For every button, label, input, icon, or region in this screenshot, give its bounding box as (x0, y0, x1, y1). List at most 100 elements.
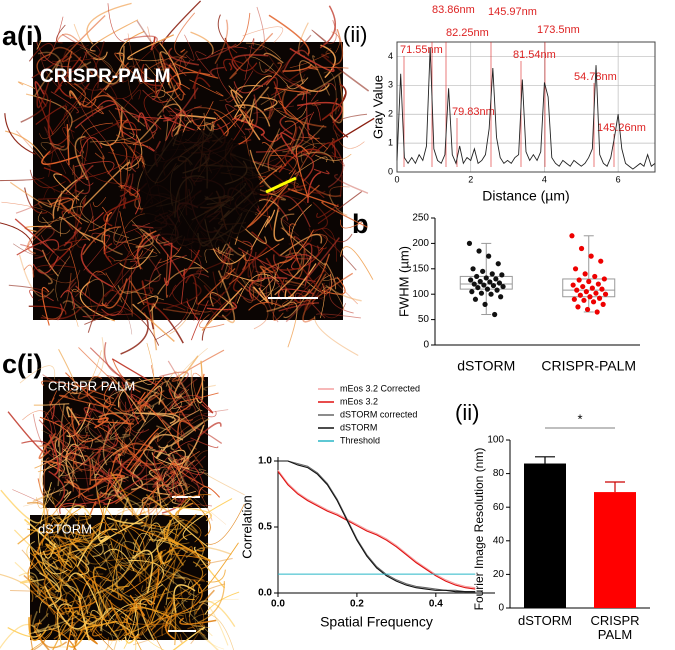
filament (117, 273, 162, 294)
filament (80, 468, 123, 501)
filament (264, 68, 312, 96)
filament (53, 594, 92, 640)
filament (69, 90, 97, 108)
filament (105, 260, 138, 307)
filament (219, 86, 235, 101)
data-point (574, 287, 580, 293)
filament (80, 79, 125, 91)
filament (104, 342, 124, 378)
filament (55, 546, 66, 566)
filament (116, 571, 146, 600)
filament (286, 77, 309, 90)
filament (187, 624, 205, 630)
filament (37, 232, 79, 276)
filament (143, 449, 171, 466)
filament (157, 267, 203, 295)
filament (225, 104, 246, 136)
filament (130, 155, 141, 173)
filament (99, 106, 123, 146)
filament (165, 618, 175, 640)
filament (79, 137, 103, 155)
filament (282, 49, 310, 74)
filament (89, 19, 139, 52)
data-point (583, 289, 589, 295)
filament (195, 257, 232, 273)
filament (274, 113, 312, 140)
filament (20, 243, 46, 260)
filament (71, 289, 83, 327)
filament (209, 291, 235, 309)
panel-label: (ii) (343, 22, 367, 47)
filament (80, 243, 114, 288)
filament (265, 209, 276, 226)
filament (82, 582, 118, 619)
filament (66, 124, 70, 166)
filament (115, 519, 147, 562)
filament (201, 287, 243, 331)
data-point (580, 283, 586, 290)
filament (29, 169, 66, 189)
filament (176, 515, 197, 545)
frc-curve (277, 471, 476, 590)
filament (118, 147, 128, 188)
filament (153, 50, 188, 71)
data-point (599, 286, 605, 292)
filament (279, 115, 293, 136)
data-point (596, 295, 603, 301)
filament (79, 46, 113, 76)
filament (81, 254, 105, 276)
data-point (470, 266, 476, 272)
filament (69, 248, 79, 293)
y-tick-label: 20 (493, 569, 505, 580)
filament (321, 201, 368, 228)
filament (72, 197, 87, 240)
filament (190, 409, 229, 423)
filament (192, 69, 201, 90)
filament (159, 371, 189, 388)
filament (331, 31, 340, 54)
filament (293, 145, 315, 191)
filament (74, 205, 83, 249)
filament (297, 102, 321, 122)
filament (155, 563, 197, 598)
filament (241, 277, 280, 295)
filament (277, 184, 307, 213)
filament (49, 129, 70, 151)
filament (67, 437, 93, 456)
y-tick-label: 2 (388, 109, 393, 119)
filament (92, 51, 108, 61)
filament (202, 410, 217, 418)
filament (123, 173, 131, 209)
filament (288, 227, 313, 246)
filament (194, 107, 237, 128)
filament (59, 466, 87, 508)
filament (68, 532, 95, 548)
y-tick-label: 0.5 (258, 522, 272, 533)
filament (79, 61, 92, 69)
filament (108, 149, 143, 159)
filament (142, 472, 175, 515)
filament (32, 611, 49, 628)
data-point (478, 290, 485, 296)
filament (105, 603, 148, 627)
filament (41, 505, 85, 546)
filament (101, 424, 112, 435)
filament (145, 559, 186, 589)
filament (150, 477, 193, 508)
filament (155, 559, 176, 585)
filament (135, 228, 154, 248)
filament (60, 289, 76, 309)
filament (22, 410, 50, 421)
filament (124, 613, 142, 650)
data-point (484, 286, 491, 292)
filament (139, 609, 163, 650)
filament (44, 412, 53, 447)
filament (85, 550, 101, 566)
filament (102, 461, 142, 473)
filament (23, 574, 65, 616)
filament (112, 628, 131, 641)
filament (258, 93, 273, 119)
filament (145, 568, 160, 606)
filament (91, 75, 111, 117)
filament (328, 117, 375, 146)
